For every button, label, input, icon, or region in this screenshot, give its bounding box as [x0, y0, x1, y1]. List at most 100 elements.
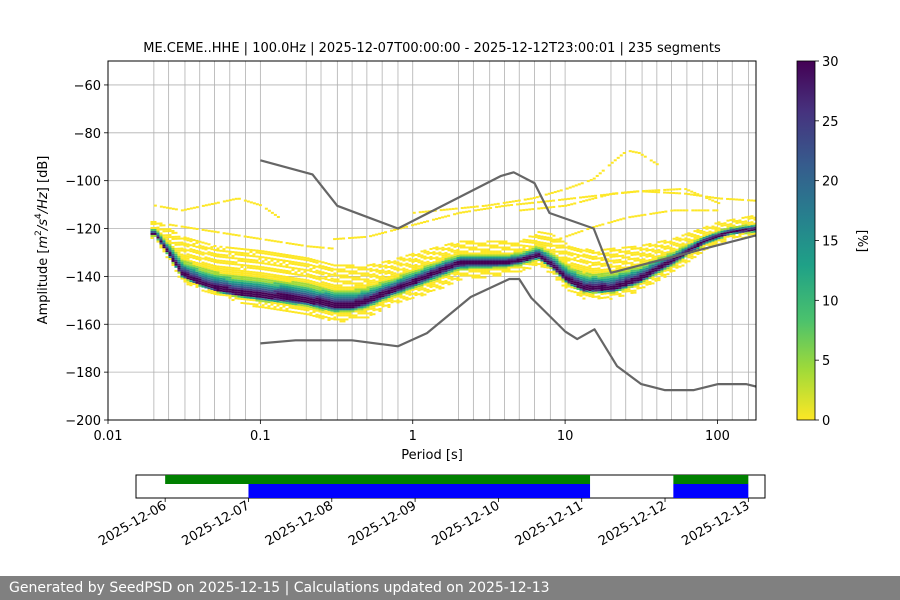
psd-cell [609, 283, 613, 286]
psd-cell [597, 289, 601, 292]
psd-cell [606, 260, 610, 263]
psd-cell [279, 253, 283, 256]
psd-cell [654, 273, 658, 276]
psd-cell [627, 252, 631, 255]
psd-cell [330, 311, 334, 314]
psd-cell [663, 261, 667, 264]
psd-cell [429, 261, 433, 264]
psd-cell [198, 284, 202, 287]
psd-cell [603, 292, 607, 295]
psd-cell [381, 281, 385, 284]
psd-cell [390, 291, 394, 294]
psd-cell [669, 250, 673, 253]
psd-cell [558, 278, 562, 281]
psd-cell [465, 258, 469, 261]
psd-cell [324, 300, 328, 303]
psd-cell [669, 262, 673, 265]
psd-cell [339, 286, 343, 289]
psd-cell [438, 279, 442, 282]
psd-cell [444, 256, 448, 259]
psd-cell [462, 244, 466, 247]
psd-cell [471, 252, 475, 255]
psd-cell [513, 254, 517, 257]
psd-cell [225, 266, 229, 269]
psd-cell [675, 252, 679, 255]
psd-cell [624, 250, 628, 253]
psd-cell [252, 305, 256, 308]
psd-sparse-cell [570, 197, 574, 200]
psd-cell [573, 285, 577, 288]
psd-cell [591, 275, 595, 278]
psd-cell [717, 237, 721, 240]
psd-cell [162, 240, 166, 243]
psd-cell [435, 258, 439, 261]
psd-cell [210, 286, 214, 289]
psd-cell [447, 273, 451, 276]
psd-cell [615, 277, 619, 280]
psd-cell [456, 259, 460, 262]
psd-cell [519, 266, 523, 269]
psd-cell [333, 310, 337, 313]
psd-cell [330, 291, 334, 294]
psd-cell [345, 290, 349, 293]
psd-cell [723, 238, 727, 241]
psd-sparse-cell [528, 208, 532, 211]
psd-cell [390, 267, 394, 270]
psd-cell [552, 250, 556, 253]
psd-cell [579, 288, 583, 291]
psd-cell [369, 273, 373, 276]
psd-cell [276, 286, 280, 289]
psd-cell [546, 250, 550, 253]
psd-cell [240, 277, 244, 280]
psd-cell [339, 314, 343, 317]
psd-cell [564, 252, 568, 255]
psd-cell [399, 296, 403, 299]
psd-cell [273, 254, 277, 257]
psd-cell [279, 265, 283, 268]
psd-sparse-cell [628, 150, 632, 153]
psd-cell [624, 286, 628, 289]
psd-cell [369, 269, 373, 272]
psd-sparse-cell [243, 199, 247, 202]
psd-sparse-cell [171, 224, 175, 227]
psd-cell [375, 304, 379, 307]
psd-cell [678, 245, 682, 248]
psd-cell [453, 271, 457, 274]
psd-cell [315, 287, 319, 290]
psd-cell [249, 266, 253, 269]
psd-cell [183, 242, 187, 245]
psd-cell [321, 293, 325, 296]
psd-sparse-cell [705, 195, 709, 198]
psd-cell [606, 280, 610, 283]
psd-cell [324, 316, 328, 319]
psd-cell [309, 314, 313, 317]
psd-cell [675, 248, 679, 251]
psd-cell [633, 257, 637, 260]
psd-cell [345, 286, 349, 289]
colorbar-tick-label: 15 [822, 235, 839, 250]
psd-cell [432, 273, 436, 276]
psd-sparse-cell [469, 206, 473, 209]
psd-cell [429, 251, 433, 254]
psd-sparse-cell [561, 205, 565, 208]
psd-cell [588, 271, 592, 274]
psd-cell [213, 292, 217, 295]
psd-cell [465, 252, 469, 255]
psd-cell [168, 244, 172, 247]
psd-cell [666, 255, 670, 258]
psd-cell [480, 242, 484, 245]
psd-sparse-cell [502, 201, 506, 204]
psd-cell [639, 274, 643, 277]
psd-cell [261, 280, 265, 283]
psd-cell [621, 286, 625, 289]
psd-cell [567, 271, 571, 274]
psd-cell [246, 254, 250, 257]
psd-cell [600, 262, 604, 265]
psd-cell [219, 271, 223, 274]
psd-cell [396, 289, 400, 292]
psd-cell [477, 270, 481, 273]
psd-cell [609, 297, 613, 300]
psd-cell [297, 269, 301, 272]
psd-cell [708, 242, 712, 245]
psd-cell [354, 278, 358, 281]
